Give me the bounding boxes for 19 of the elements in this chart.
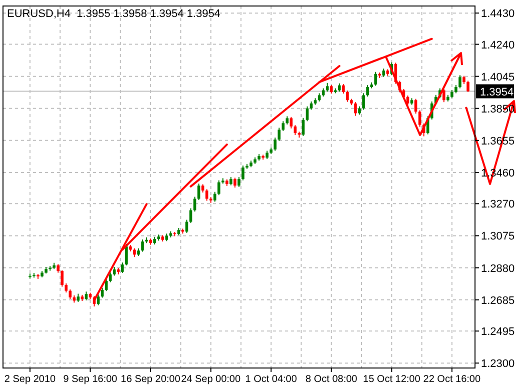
y-tick-label: 1.2685: [481, 294, 515, 307]
y-tick-label: 1.4045: [481, 71, 515, 84]
x-tick-label: 1 Oct 04:00: [245, 374, 298, 385]
y-tick-label: 1.4430: [481, 8, 515, 20]
x-tick-label: 2 Sep 2010: [4, 374, 56, 385]
ref-line-label: 1.3954: [480, 86, 514, 98]
x-tick-label: 24 Sep 00:00: [181, 374, 242, 385]
x-tick-label: 16 Sep 20:00: [120, 374, 181, 385]
y-tick-label: 1.2300: [481, 358, 515, 370]
x-tick-label: 9 Sep 16:00: [63, 374, 118, 385]
x-tick-label: 15 Oct 12:00: [363, 374, 421, 385]
y-tick-label: 1.3270: [481, 198, 515, 211]
x-tick-label: 8 Oct 08:00: [306, 374, 358, 385]
y-tick-label: 1.2880: [481, 262, 515, 275]
y-tick-label: 1.2495: [481, 326, 515, 338]
y-tick-label: 1.4240: [481, 39, 515, 52]
y-tick-label: 1.3075: [481, 230, 515, 243]
chart-title: EURUSD,H4 1.3955 1.3958 1.3954 1.3954: [7, 8, 220, 20]
x-tick-label: 22 Oct 16:00: [423, 374, 481, 385]
